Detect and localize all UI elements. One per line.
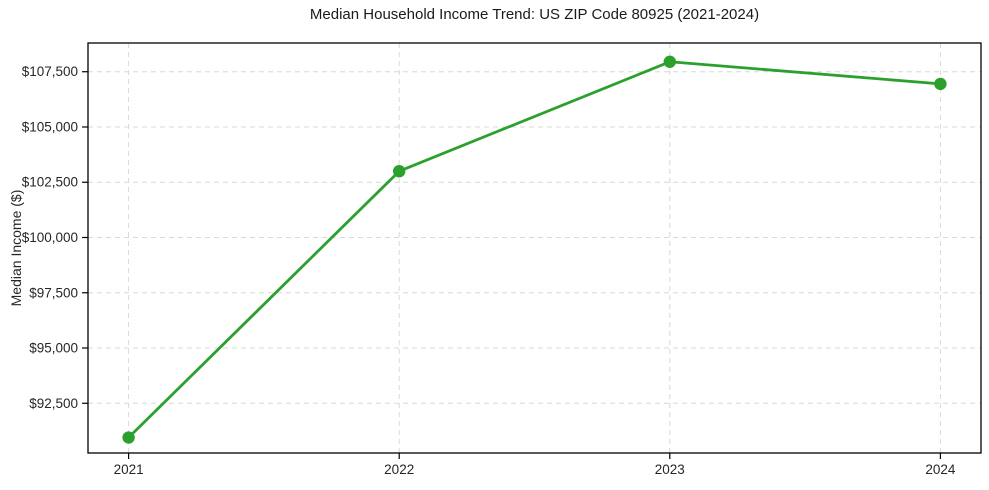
x-tick-label: 2024 [925,462,956,477]
data-point [663,55,677,68]
x-tick-label: 2023 [655,462,685,477]
y-tick-label: $102,500 [22,175,78,190]
y-tick-label: $95,000 [29,341,78,356]
x-tick-label: 2022 [384,462,414,477]
plot-border [87,42,982,454]
y-tick-label: $107,500 [22,64,78,79]
data-point [122,431,135,444]
y-tick-label: $92,500 [29,396,78,411]
data-point [934,77,947,91]
y-tick-label: $97,500 [29,285,78,300]
series-line [127,60,942,439]
x-tick-label: 2021 [114,462,144,477]
y-tick-label: $105,000 [22,119,78,134]
chart-title: Median Household Income Trend: US ZIP Co… [309,6,760,23]
y-tick-label: $100,000 [22,230,78,245]
data-point [392,164,406,178]
